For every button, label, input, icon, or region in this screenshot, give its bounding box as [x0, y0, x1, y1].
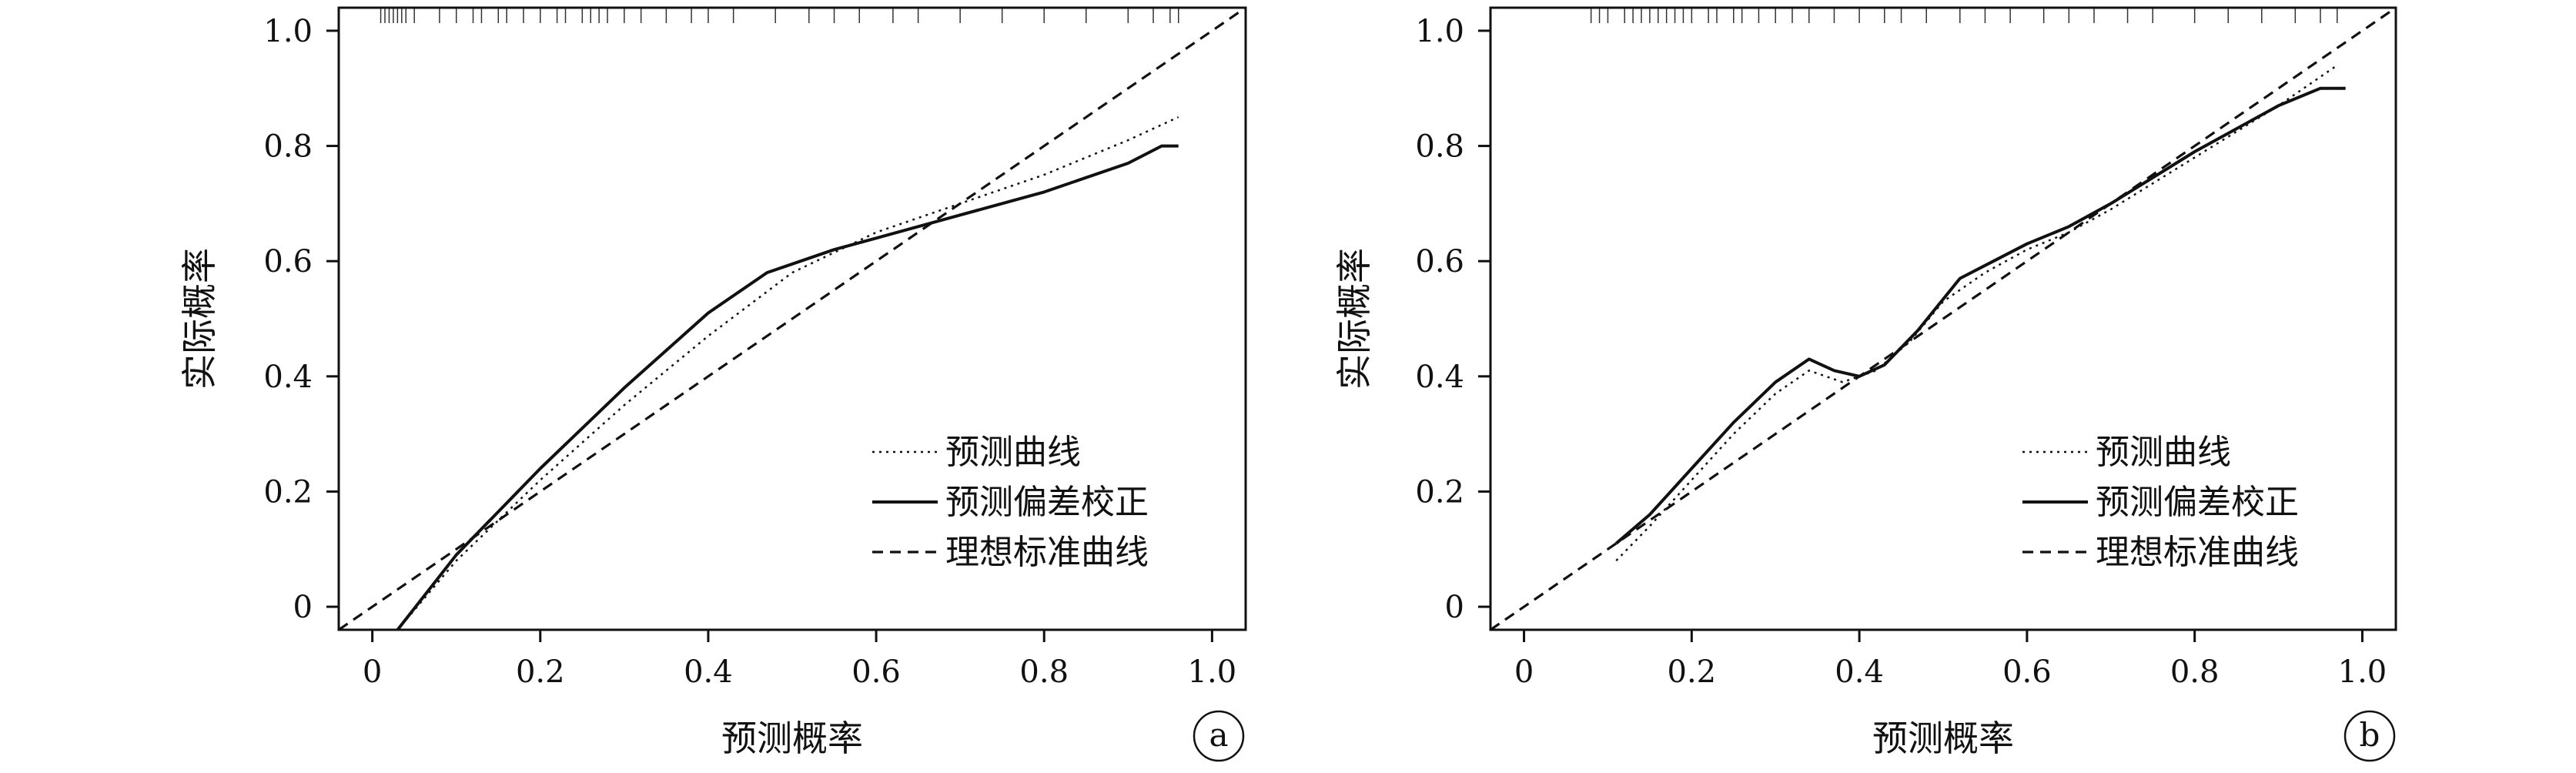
x-tick-label: 0	[1514, 654, 1534, 690]
x-tick-label: 0.8	[2170, 654, 2220, 690]
x-tick-label: 0.6	[2002, 654, 2052, 690]
y-axis-title: 实际概率	[179, 248, 220, 390]
y-tick-label: 0.4	[263, 360, 313, 395]
y-tick-label: 0.8	[1415, 129, 1464, 165]
series-line-solid	[396, 144, 1179, 630]
x-tick-label: 0.6	[851, 654, 901, 690]
y-tick-label: 0.2	[263, 474, 313, 510]
x-axis-title: 预测概率	[721, 718, 863, 759]
series-line-dashed	[339, 8, 1246, 630]
panel-tag-letter: b	[2360, 716, 2380, 754]
x-tick-label: 0.2	[516, 654, 565, 690]
y-tick-label: 0.4	[1415, 360, 1464, 395]
plot-area	[339, 8, 1246, 630]
panel-b: 0 0.2 0.4 0.6 0.8 1.0 0 0.2 0.4 0.6 0.8 1.0 预测概率 实际概率…	[1333, 6, 2397, 762]
legend-label: 预测曲线	[2096, 433, 2231, 472]
x-tick-label: 0.8	[1019, 654, 1069, 690]
x-tick-label: 0.4	[1835, 654, 1884, 690]
x-tick-label: 0.2	[1668, 654, 1717, 690]
panel-tag-letter: a	[1209, 716, 1228, 754]
x-tick-label: 1.0	[1188, 654, 1237, 690]
y-tick-label: 1.0	[1415, 14, 1464, 49]
plot-frame	[1489, 6, 2397, 631]
y-tick-label: 0.8	[263, 129, 313, 165]
plot-frame	[337, 6, 1247, 631]
y-tick-label: 0.6	[1415, 244, 1464, 279]
series-line-solid	[1614, 86, 2346, 545]
y-tick-label: 1.0	[263, 14, 313, 49]
legend-label: 理想标准曲线	[945, 533, 1149, 572]
x-axis-title: 预测概率	[1872, 718, 2014, 759]
legend-label: 预测曲线	[945, 433, 1081, 472]
x-tick-label: 0.4	[684, 654, 733, 690]
legend-label: 预测偏差校正	[2096, 483, 2299, 522]
panel-a: 0 0.2 0.4 0.6 0.8 1.0 0 0.2 0.4 0.6 0.8 1.0 预测概率 实际概率…	[179, 6, 1247, 762]
plot-area	[1490, 8, 2396, 630]
legend-label: 理想标准曲线	[2096, 533, 2299, 572]
y-tick-label: 0.6	[263, 244, 313, 279]
y-tick-label: 0.2	[1415, 474, 1464, 510]
y-axis-title: 实际概率	[1333, 248, 1375, 390]
x-tick-label: 0	[363, 654, 382, 690]
x-tick-label: 1.0	[2338, 654, 2387, 690]
panel-tag-circle	[2343, 710, 2396, 762]
legend-label: 预测偏差校正	[945, 483, 1149, 522]
y-tick-label: 0	[293, 590, 313, 625]
panel-tag-circle	[1193, 710, 1245, 762]
series-line-dotted	[396, 115, 1179, 630]
y-tick-label: 0	[1445, 590, 1464, 625]
series-line-dashed	[1490, 8, 2396, 630]
